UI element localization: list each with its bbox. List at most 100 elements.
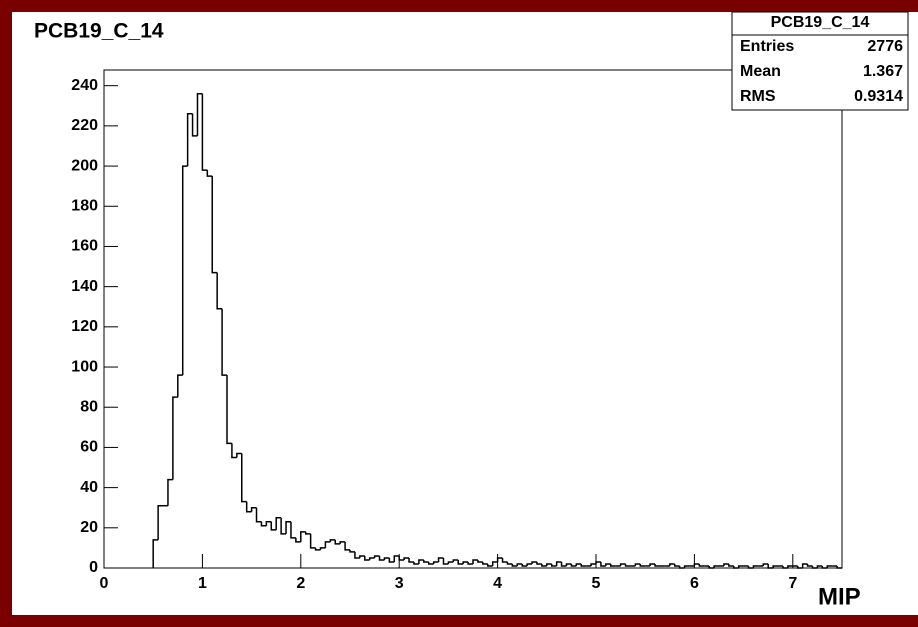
histogram-bin xyxy=(669,563,675,566)
histogram-bin xyxy=(767,563,774,569)
histogram-bin xyxy=(177,374,183,398)
plot-frame xyxy=(103,69,843,569)
histogram-bin xyxy=(698,563,705,567)
histogram-bin xyxy=(378,555,385,561)
histogram-bin xyxy=(403,557,410,560)
histogram-bin xyxy=(806,563,813,567)
x-tick-label: 5 xyxy=(592,575,601,592)
histogram-bin xyxy=(280,517,287,535)
histogram-bin xyxy=(339,541,346,544)
histogram-bin xyxy=(772,565,779,568)
y-tick-label: 20 xyxy=(80,519,98,536)
histogram-bin xyxy=(447,561,454,564)
x-tick-label: 7 xyxy=(788,575,797,592)
histogram-bin xyxy=(437,557,444,562)
x-tick-label: 2 xyxy=(296,575,305,592)
histogram-bin xyxy=(487,563,493,567)
histogram-bin xyxy=(546,563,552,566)
histogram-bin xyxy=(206,170,213,177)
histogram-bin xyxy=(619,563,626,566)
histogram-bin xyxy=(442,557,449,565)
histogram-bin xyxy=(221,308,227,376)
histogram-bin xyxy=(432,561,439,564)
histogram-bin xyxy=(816,565,823,568)
histogram-bin xyxy=(181,165,188,376)
histogram-bin xyxy=(723,563,729,566)
histogram-bin xyxy=(516,563,523,566)
histogram-bin xyxy=(334,539,341,545)
y-tick-label: 200 xyxy=(71,157,98,174)
histogram-bin xyxy=(467,561,473,565)
histogram-bin xyxy=(541,563,547,567)
histogram-bin xyxy=(762,563,769,566)
histogram-bin xyxy=(304,531,311,535)
histogram-bin xyxy=(275,517,282,530)
histogram-bin xyxy=(595,561,601,564)
y-tick-label: 180 xyxy=(71,197,98,214)
x-tick-label: 1 xyxy=(198,575,207,592)
histogram-bin xyxy=(226,375,232,445)
histogram-bin xyxy=(590,563,596,566)
histogram-bin xyxy=(536,561,542,565)
histogram-bin xyxy=(245,501,252,513)
x-tick-label: 3 xyxy=(395,575,404,592)
stats-value: 0.9314 xyxy=(854,88,903,105)
histogram-bin xyxy=(472,559,478,564)
histogram-bin xyxy=(782,565,788,569)
histogram-bin xyxy=(236,452,242,458)
stats-label: RMS xyxy=(740,88,776,105)
stats-box: PCB19_C_14 Entries 2776 Mean 1.367 RMS 0… xyxy=(731,11,909,111)
histogram-bin xyxy=(654,563,660,567)
histogram-bin xyxy=(314,547,321,551)
histogram-bin xyxy=(290,521,296,539)
histogram-bin xyxy=(605,563,611,566)
histogram-bin xyxy=(457,559,464,565)
histogram-bin xyxy=(324,541,331,548)
histogram-bin xyxy=(462,561,469,564)
stats-label: Entries xyxy=(740,38,794,55)
histogram-bin xyxy=(673,563,680,567)
histogram-bin xyxy=(364,555,370,561)
histogram-bin xyxy=(349,549,355,553)
histogram-bin xyxy=(344,541,350,551)
histogram-bin xyxy=(265,521,272,526)
stats-title: PCB19_C_14 xyxy=(771,14,870,31)
histogram-bin xyxy=(511,563,518,567)
histogram-bin xyxy=(186,113,193,167)
histogram-bin xyxy=(393,555,400,562)
y-tick-label: 60 xyxy=(80,439,98,456)
histogram-bin xyxy=(555,561,562,566)
histogram-bin xyxy=(191,113,198,137)
histogram-bin xyxy=(737,565,744,568)
y-tick-label: 120 xyxy=(71,318,98,335)
histogram-bin xyxy=(172,396,178,480)
histogram-bin xyxy=(575,563,582,566)
histogram-bin xyxy=(496,557,503,562)
histogram-bin xyxy=(157,504,164,540)
histogram-bin xyxy=(796,565,803,569)
histogram-bin xyxy=(427,561,434,565)
histogram-bin xyxy=(398,555,405,561)
histogram-bin xyxy=(683,565,690,568)
histogram-bin xyxy=(580,563,587,567)
histogram-bin xyxy=(319,547,326,550)
histogram-bin xyxy=(521,563,528,567)
histogram-bin xyxy=(255,507,262,523)
histogram-bin xyxy=(733,565,739,569)
histogram-bin xyxy=(167,478,173,506)
canvas xyxy=(12,12,918,615)
histogram-bin xyxy=(570,563,577,567)
histogram-bin xyxy=(383,557,390,560)
x-tick-label: 4 xyxy=(493,575,502,592)
stats-label: Mean xyxy=(740,63,781,80)
histogram-bin xyxy=(787,565,793,568)
histogram-bin xyxy=(506,561,513,565)
stats-value: 2776 xyxy=(867,38,903,55)
x-tick-label: 0 xyxy=(100,575,109,592)
histogram-bin xyxy=(482,561,488,565)
histogram-bin xyxy=(491,561,498,566)
histogram-bin xyxy=(408,557,414,563)
histogram-bin xyxy=(501,557,508,563)
y-tick-label: 240 xyxy=(71,77,98,94)
